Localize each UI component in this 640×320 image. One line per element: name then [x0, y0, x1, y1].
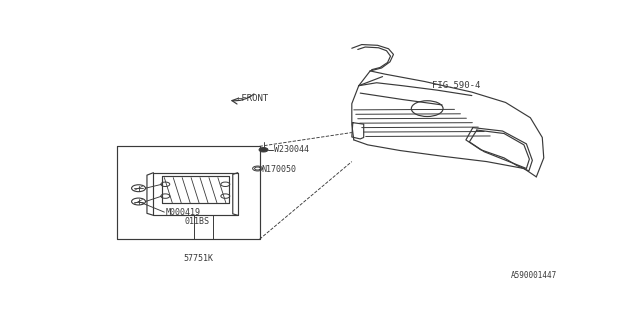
Text: ←FRONT: ←FRONT [236, 93, 269, 102]
Text: A590001447: A590001447 [511, 271, 557, 280]
Text: N170050: N170050 [261, 165, 296, 174]
Text: M000419: M000419 [165, 208, 200, 217]
Text: 57751K: 57751K [183, 254, 213, 263]
Circle shape [259, 148, 268, 152]
Text: FIG.590-4: FIG.590-4 [432, 81, 481, 90]
Text: W230044: W230044 [275, 145, 309, 154]
Text: 011BS: 011BS [184, 218, 209, 227]
